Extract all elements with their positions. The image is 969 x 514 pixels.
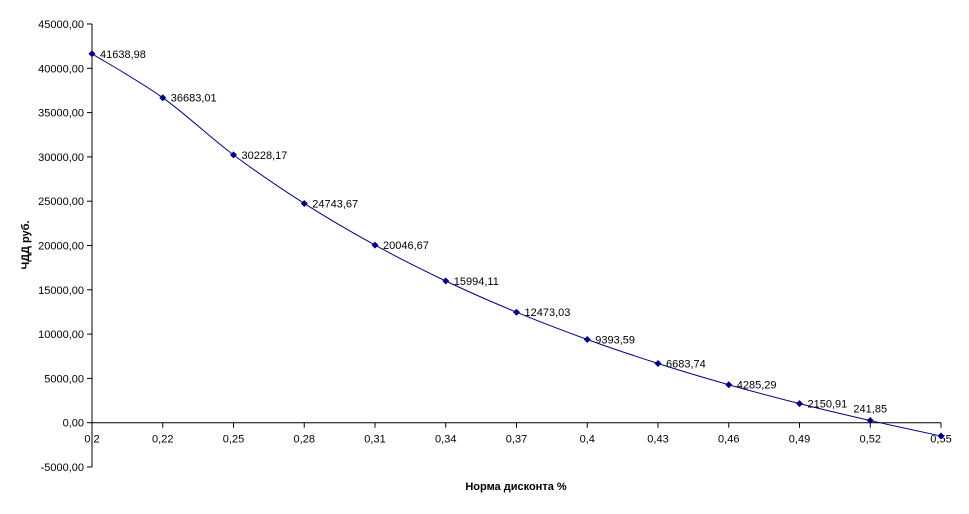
x-tick-label: 0,49	[789, 434, 810, 446]
x-tick-label: 0,34	[435, 434, 456, 446]
y-tick-label: 40000,00	[38, 63, 84, 75]
data-label: 30228,17	[242, 150, 288, 162]
data-point-marker	[442, 277, 450, 285]
x-tick-label: 0,52	[860, 434, 881, 446]
series-line-group	[88, 50, 945, 440]
x-tick-label: 0,2	[84, 434, 99, 446]
data-point-marker	[300, 199, 308, 207]
x-tick-label: 0,46	[718, 434, 739, 446]
data-label: 2150,91	[808, 399, 848, 411]
data-point-marker	[654, 359, 662, 367]
data-label: 41638,98	[100, 49, 146, 61]
data-label: 6683,74	[666, 358, 706, 370]
data-point-marker	[866, 417, 874, 425]
y-tick-label: 0,00	[63, 418, 84, 430]
x-tick-label: 0,28	[294, 434, 315, 446]
data-labels: 41638,98 36683,01 30228,17 24743,67 20046,67…	[100, 49, 887, 416]
y-axis: -5000,00 0,00 5000,00 10000,00 15000,00 20000…	[38, 19, 93, 474]
data-label: 9393,59	[595, 334, 635, 346]
x-tick-label: 0,31	[364, 434, 385, 446]
y-tick-label: 20000,00	[38, 241, 84, 253]
data-point-marker	[371, 241, 379, 249]
data-point-marker	[513, 308, 520, 316]
x-tick-label: 0,55	[930, 434, 951, 446]
x-axis-title: Норма дисконта %	[465, 481, 567, 493]
data-label: 36683,01	[171, 93, 217, 105]
x-tick-label: 0,43	[647, 434, 668, 446]
data-label: 15994,11	[454, 276, 499, 288]
data-point-marker	[583, 335, 591, 343]
x-axis: 0,2 0,22 0,25 0,28 0,31 0,34 0,37 0,4 0,43 0,46 0,…	[84, 422, 952, 446]
y-tick-label: 25000,00	[38, 196, 84, 208]
y-tick-label: 35000,00	[38, 108, 84, 120]
data-label: 20046,67	[383, 240, 429, 252]
x-tick-label: 0,37	[506, 434, 527, 446]
data-point-marker	[796, 400, 803, 408]
data-label: 4285,29	[737, 380, 777, 392]
y-tick-label: 45000,00	[38, 19, 84, 31]
data-point-marker	[159, 94, 167, 102]
y-tick-label: 15000,00	[38, 285, 84, 297]
data-point-marker	[230, 151, 237, 159]
data-label: 241,85	[853, 404, 887, 416]
y-tick-label: 5000,00	[44, 373, 84, 385]
data-point-marker	[725, 381, 733, 389]
series-line	[91, 53, 942, 437]
x-tick-label: 0,25	[223, 434, 244, 446]
data-point-marker	[88, 50, 96, 58]
data-label: 24743,67	[312, 198, 358, 210]
y-tick-label: 30000,00	[38, 152, 84, 164]
y-tick-label: 10000,00	[38, 329, 84, 341]
data-label: 12473,03	[525, 307, 571, 319]
x-tick-label: 0,4	[580, 434, 595, 446]
x-tick-label: 0,22	[152, 434, 173, 446]
y-axis-title: ЧДД руб.	[20, 220, 32, 269]
y-tick-label: -5000,00	[41, 462, 84, 474]
data-point-marker	[937, 432, 945, 440]
